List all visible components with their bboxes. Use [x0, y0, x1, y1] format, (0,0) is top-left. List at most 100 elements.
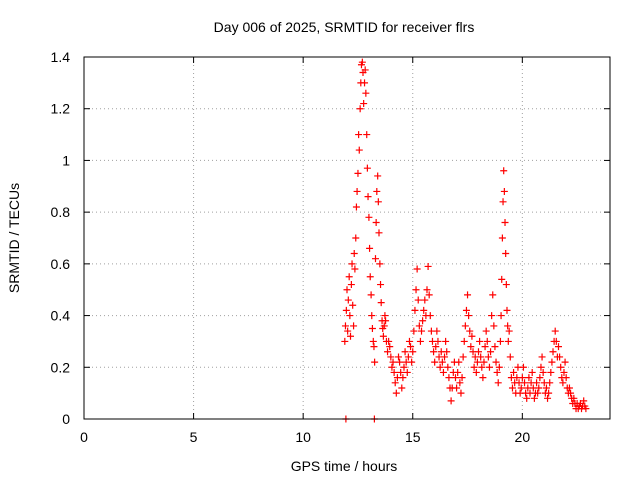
data-point	[349, 301, 357, 309]
data-point	[346, 312, 354, 320]
data-point	[489, 291, 497, 299]
data-point	[476, 337, 484, 345]
data-point	[549, 348, 557, 356]
grid-lines	[84, 57, 610, 419]
data-point	[482, 327, 490, 335]
data-point	[344, 296, 352, 304]
data-point	[424, 262, 432, 270]
data-point	[459, 353, 467, 361]
data-point	[379, 332, 387, 340]
data-point	[499, 198, 507, 206]
data-point	[386, 343, 394, 351]
data-point	[355, 146, 363, 154]
data-point	[425, 291, 433, 299]
data-point	[358, 58, 366, 66]
data-point	[487, 348, 495, 356]
data-point	[445, 374, 453, 382]
data-point	[439, 368, 447, 376]
x-tick-label: 5	[190, 429, 198, 445]
data-point	[389, 358, 397, 366]
data-point	[457, 389, 465, 397]
data-point	[453, 384, 461, 392]
data-point	[361, 66, 369, 74]
data-point	[504, 322, 512, 330]
data-point	[403, 368, 411, 376]
data-point	[347, 332, 355, 340]
data-point	[411, 306, 419, 314]
data-point	[556, 353, 564, 361]
data-point	[528, 368, 536, 376]
data-point	[401, 348, 409, 356]
data-point	[345, 273, 353, 281]
data-point	[367, 291, 375, 299]
data-point	[354, 169, 362, 177]
x-tick-label: 0	[80, 429, 88, 445]
data-point	[387, 353, 395, 361]
data-point	[545, 389, 553, 397]
y-tick-label: 0.2	[51, 359, 71, 375]
data-point	[494, 379, 502, 387]
data-point	[341, 322, 349, 330]
data-point	[484, 353, 492, 361]
data-point	[348, 260, 356, 268]
data-point	[536, 374, 544, 382]
data-point	[503, 306, 511, 314]
data-point	[510, 368, 518, 376]
data-point	[479, 374, 487, 382]
data-point	[342, 306, 350, 314]
data-point	[355, 131, 363, 139]
data-point	[371, 255, 379, 263]
data-point	[372, 218, 380, 226]
data-point	[347, 281, 355, 289]
data-point	[488, 312, 496, 320]
data-point	[416, 337, 424, 345]
y-tick-label: 0.6	[51, 256, 71, 272]
data-point	[451, 374, 459, 382]
data-point	[414, 296, 422, 304]
data-point	[363, 164, 371, 172]
data-point	[423, 286, 431, 294]
data-point	[432, 343, 440, 351]
plot-frame	[83, 56, 611, 420]
data-point	[433, 327, 441, 335]
data-point	[481, 343, 489, 351]
data-point	[390, 368, 398, 376]
data-point	[517, 384, 525, 392]
data-point	[444, 363, 452, 371]
data-point	[407, 343, 415, 351]
data-point	[431, 358, 439, 366]
data-point	[506, 353, 514, 361]
data-point	[497, 312, 505, 320]
y-tick-label: 1.2	[51, 101, 71, 117]
data-point	[538, 353, 546, 361]
data-point	[473, 358, 481, 366]
data-point	[561, 358, 569, 366]
data-point	[371, 358, 379, 366]
data-point	[525, 374, 533, 382]
data-point	[492, 358, 500, 366]
data-point	[397, 368, 405, 376]
data-point	[380, 322, 388, 330]
data-point	[374, 198, 382, 206]
data-point	[458, 374, 466, 382]
data-point	[542, 384, 550, 392]
data-point	[533, 379, 541, 387]
data-point	[352, 203, 360, 211]
data-point	[465, 312, 473, 320]
y-tick-label: 0.4	[51, 308, 71, 324]
data-point	[490, 322, 498, 330]
data-point	[468, 332, 476, 340]
data-point	[456, 379, 464, 387]
data-point	[548, 358, 556, 366]
data-point	[421, 296, 429, 304]
data-point	[399, 374, 407, 382]
data-point	[562, 374, 570, 382]
data-point	[426, 312, 434, 320]
y-tick-labels: 0 0.2 0.4 0.6 0.8 1 1.2 1.4	[51, 49, 71, 427]
data-point	[442, 337, 450, 345]
data-point	[582, 405, 590, 413]
data-point	[500, 167, 508, 175]
data-point	[405, 337, 413, 345]
data-point	[480, 358, 488, 366]
